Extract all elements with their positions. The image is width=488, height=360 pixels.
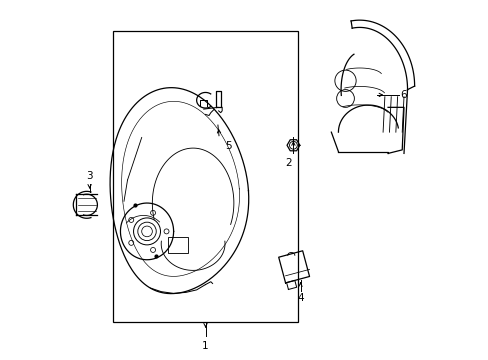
Bar bbox=[168, 237, 187, 253]
Text: 6: 6 bbox=[400, 90, 406, 100]
Text: 4: 4 bbox=[297, 293, 303, 303]
Bar bbox=[113, 31, 297, 322]
Text: 2: 2 bbox=[285, 158, 291, 168]
Text: 3: 3 bbox=[86, 171, 93, 181]
Text: 5: 5 bbox=[224, 141, 231, 151]
Text: 1: 1 bbox=[202, 341, 208, 351]
